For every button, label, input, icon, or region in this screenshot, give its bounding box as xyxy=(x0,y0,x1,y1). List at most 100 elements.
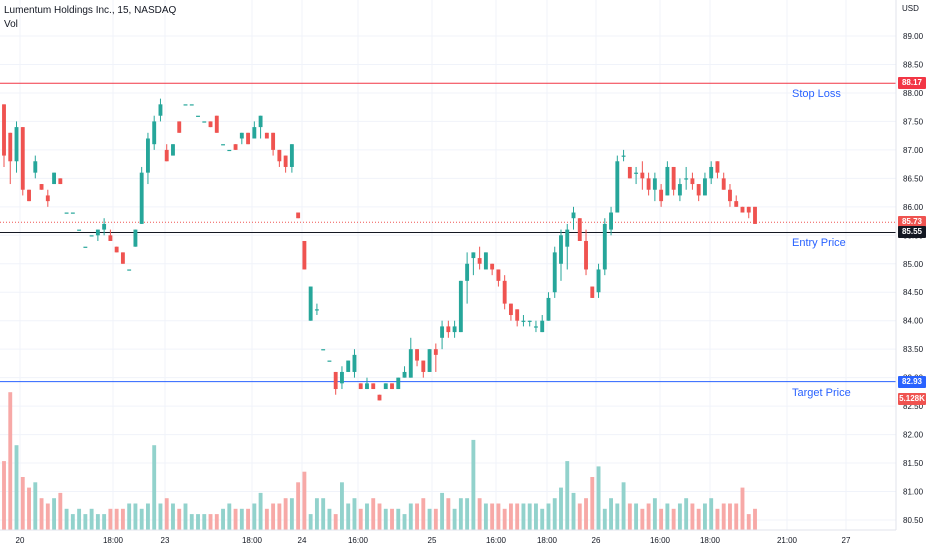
volume-bar xyxy=(709,498,714,530)
candle-body xyxy=(264,132,269,139)
candle-body xyxy=(277,149,282,162)
price-tick-label: 84.50 xyxy=(903,288,924,297)
candle-body xyxy=(440,326,445,338)
volume-bar xyxy=(20,477,25,530)
volume-bar xyxy=(753,508,757,530)
candle-body xyxy=(408,349,413,378)
candle-body xyxy=(640,172,645,179)
candle-body xyxy=(390,383,394,390)
volume-bar xyxy=(652,498,657,530)
candle-body xyxy=(89,235,94,237)
volume-bar xyxy=(646,503,651,530)
candle-body xyxy=(214,115,219,133)
grid xyxy=(0,0,896,530)
candle-body xyxy=(352,354,357,372)
candle-body xyxy=(659,189,664,202)
volume-bar xyxy=(565,461,570,530)
candle-body xyxy=(477,258,482,264)
time-tick-label: 21:00 xyxy=(777,536,798,545)
candle-body xyxy=(64,212,69,214)
volume-bar xyxy=(202,514,207,530)
candle-body xyxy=(346,360,351,372)
candle-body xyxy=(471,252,476,259)
volume-bar xyxy=(302,471,307,530)
volume-bar xyxy=(52,498,57,530)
candle-body xyxy=(433,349,438,355)
volume-bar xyxy=(540,508,545,530)
volume-bar xyxy=(289,498,294,530)
volume-bar xyxy=(446,498,451,530)
volume-bars xyxy=(2,392,757,530)
volume-bar xyxy=(346,503,351,530)
candle-body xyxy=(490,263,495,270)
candle-body xyxy=(258,115,263,128)
volume-bar xyxy=(14,445,19,530)
time-tick-label: 23 xyxy=(161,536,170,545)
candle-body xyxy=(314,309,319,311)
candle-body xyxy=(584,240,588,270)
candle-body xyxy=(45,195,50,202)
candle-body xyxy=(33,161,38,173)
candle-body xyxy=(721,178,726,190)
volume-bar xyxy=(296,482,301,530)
candle-body xyxy=(502,280,507,304)
volume-bar xyxy=(659,508,664,530)
candle-body xyxy=(246,132,251,145)
time-tick-label: 18:00 xyxy=(242,536,263,545)
candle-body xyxy=(302,240,307,270)
volume-bar xyxy=(39,498,44,530)
volume-bar xyxy=(45,503,50,530)
volume-bar xyxy=(465,498,470,530)
volume-bar xyxy=(515,503,520,530)
volume-bar xyxy=(684,498,689,530)
volume-bar xyxy=(552,498,557,530)
volume-bar xyxy=(277,503,282,530)
volume-bar xyxy=(108,508,113,530)
volume-bar xyxy=(77,508,82,530)
volume-bar xyxy=(27,487,31,530)
candle-body xyxy=(14,127,19,162)
volume-bar xyxy=(421,498,426,530)
candle-body xyxy=(483,252,488,270)
candle-body xyxy=(396,377,401,390)
volume-bar xyxy=(371,498,376,530)
candle-body xyxy=(289,144,294,167)
target-price-label: Target Price xyxy=(792,387,851,399)
candle-body xyxy=(95,229,100,236)
volume-bar xyxy=(634,503,639,530)
volume-bar xyxy=(139,508,144,530)
volume-bar xyxy=(70,514,75,530)
volume-bar xyxy=(196,514,200,530)
price-tick-label: 80.50 xyxy=(903,516,924,525)
price-tick-label: 83.50 xyxy=(903,345,924,354)
volume-value-badge: 5.128K xyxy=(898,393,926,405)
price-levels xyxy=(0,82,896,383)
volume-bar xyxy=(352,498,357,530)
time-tick-label: 16:00 xyxy=(650,536,671,545)
volume-bar xyxy=(746,514,751,530)
candle-body xyxy=(321,349,326,351)
candle-body xyxy=(114,246,119,253)
candle-body xyxy=(283,155,288,167)
volume-bar xyxy=(602,508,607,530)
candle-body xyxy=(333,371,338,390)
volume-bar xyxy=(471,439,476,530)
volume-bar xyxy=(333,514,338,530)
volume-bar xyxy=(377,503,382,530)
candle-body xyxy=(146,138,150,173)
candle-body xyxy=(621,155,626,157)
target-price-badge: 82.93 xyxy=(898,375,926,388)
volume-bar xyxy=(690,503,695,530)
volume-bar xyxy=(114,508,119,530)
candle-body xyxy=(627,166,632,179)
volume-bar xyxy=(158,503,163,530)
volume-bar xyxy=(584,498,588,530)
stop-loss-price-badge: 88.17 xyxy=(898,77,926,90)
volume-bar xyxy=(677,503,682,530)
candle-body xyxy=(208,121,213,128)
volume-bar xyxy=(559,487,563,530)
volume-bar xyxy=(233,508,238,530)
volume-bar xyxy=(183,503,188,530)
candle-body xyxy=(465,263,470,281)
